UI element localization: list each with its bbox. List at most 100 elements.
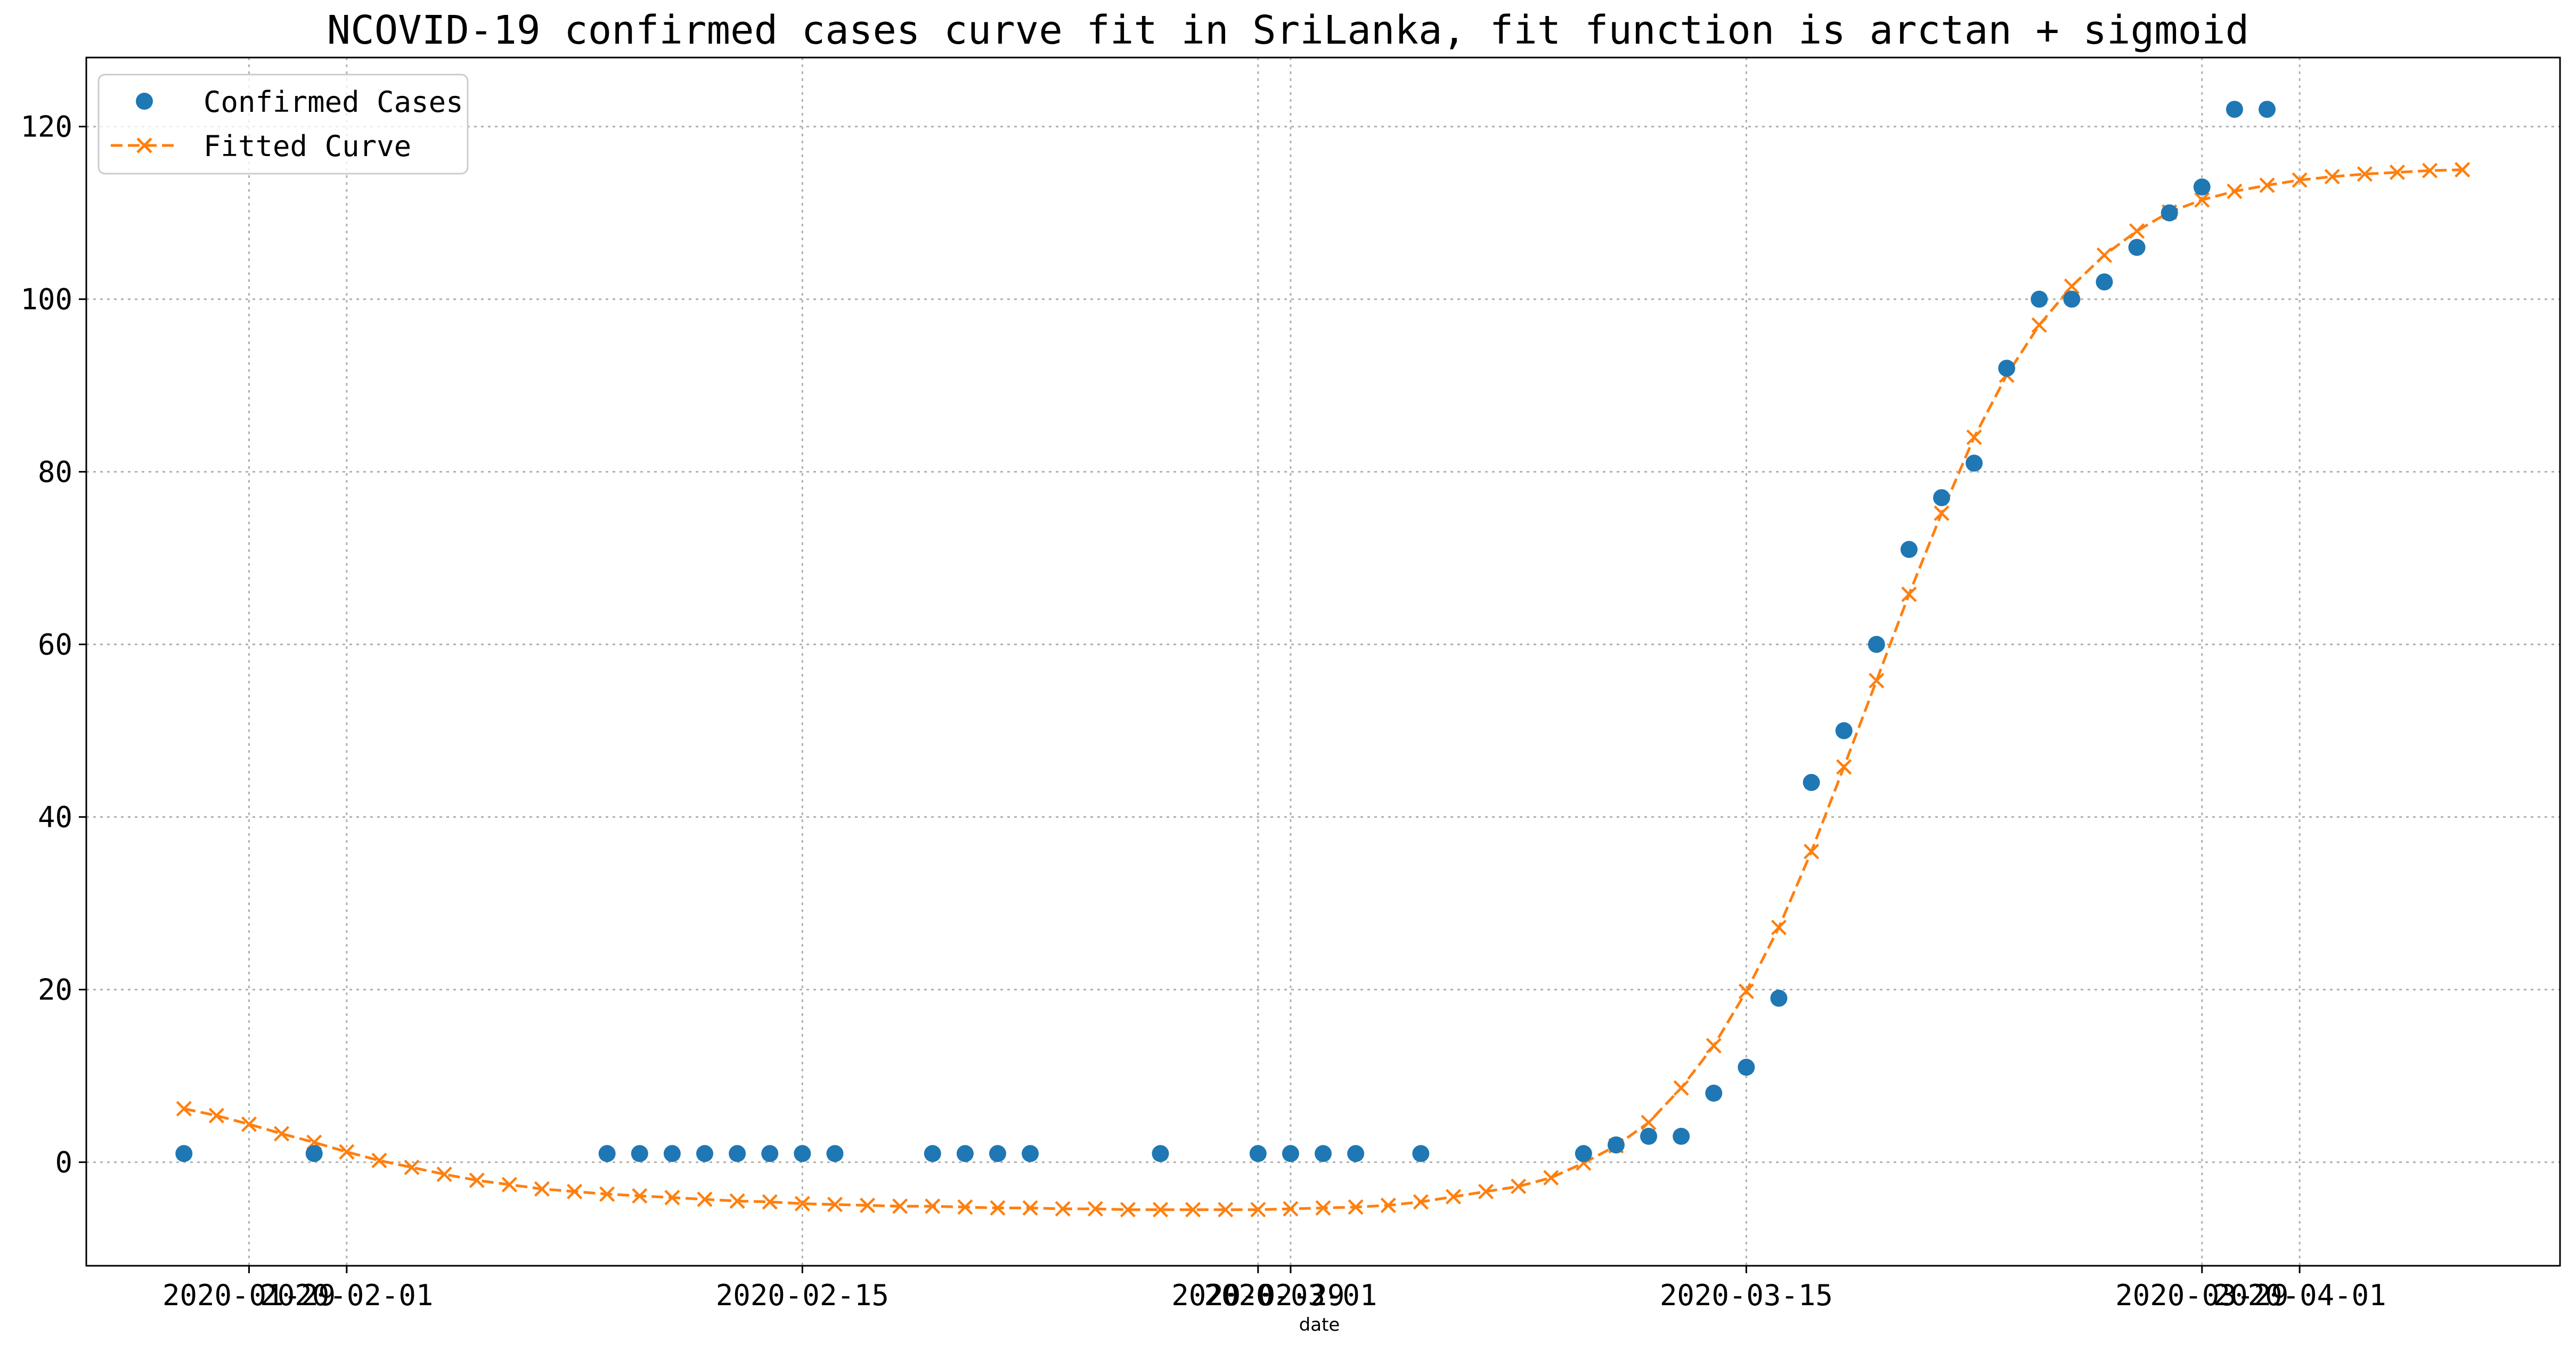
confirmed-case-point (1673, 1128, 1690, 1145)
y-tick-label: 100 (20, 283, 72, 316)
fitted-curve-marker (208, 1108, 225, 1124)
fitted-curve-marker (1250, 1202, 1266, 1218)
fitted-curve-marker (1706, 1038, 1722, 1054)
x-tick-label: 2020-01-29 (162, 1279, 336, 1312)
fitted-curve-marker (1934, 505, 1950, 521)
fitted-curve-marker (1218, 1202, 1234, 1218)
y-tick-label: 120 (20, 110, 72, 144)
legend-label-fitted-curve: Fitted Curve (203, 129, 411, 163)
x-tick-label: 2020-04-01 (2213, 1279, 2386, 1312)
fitted-curve-marker (1738, 983, 1754, 999)
confirmed-case-point (729, 1145, 746, 1162)
fitted-curve-marker (1641, 1114, 1657, 1130)
confirmed-case-point (1738, 1059, 1755, 1076)
x-axis-label: date (1299, 1314, 1340, 1336)
confirmed-case-point (598, 1145, 616, 1162)
confirmed-case-point (1868, 636, 1885, 653)
fitted-curve-marker (534, 1181, 550, 1197)
fitted-curve-marker (2227, 183, 2243, 199)
x-tick-label: 2020-02-15 (716, 1279, 889, 1312)
confirmed-case-point (1282, 1145, 1299, 1162)
fitted-curve-marker (241, 1116, 257, 1132)
fitted-curve-marker (599, 1186, 615, 1202)
confirmed-case-point (696, 1145, 713, 1162)
confirmed-case-point (175, 1145, 193, 1162)
fitted-curve-marker (566, 1184, 583, 1200)
fitted-curve-marker (1445, 1189, 1462, 1204)
fitted-curve-marker (1771, 919, 1787, 935)
y-tick-label: 60 (38, 628, 72, 662)
legend-label-confirmed-cases: Confirmed Cases (203, 85, 463, 119)
confirmed-case-point (1803, 774, 1820, 791)
legend-item-fitted-curve: Fitted Curve (111, 129, 411, 163)
fitted-curve-marker (1380, 1198, 1396, 1214)
fitted-curve-marker (664, 1190, 680, 1206)
confirmed-case-point (989, 1145, 1006, 1162)
x-tick-label: 2020-03-15 (1660, 1279, 1833, 1312)
fitted-curve-marker (1087, 1201, 1103, 1217)
fitted-curve-marker (2129, 223, 2145, 239)
confirmed-case-point (1705, 1085, 1723, 1102)
confirmed-case-point (2226, 101, 2243, 118)
x-tick-label: 2020-02-29 (1171, 1279, 1344, 1312)
fitted-curve-marker (827, 1197, 843, 1212)
confirmed-case-point (2128, 239, 2146, 256)
confirmed-case-point (1933, 489, 1950, 507)
fitted-curve-marker (176, 1101, 192, 1117)
x-tick-label: 2020-03-29 (2115, 1279, 2288, 1312)
fitted-curve-marker (2031, 317, 2047, 333)
confirmed-case-point (663, 1145, 681, 1162)
fitted-curve-marker (1283, 1201, 1299, 1217)
fitted-curve-marker (729, 1193, 745, 1209)
confirmed-case-point (1347, 1145, 1365, 1162)
fitted-curve-marker (1055, 1201, 1071, 1217)
grid-lines (86, 58, 2560, 1266)
legend-box (97, 74, 469, 175)
fitted-curve-marker (859, 1198, 876, 1214)
x-tick-label: 2020-02-01 (260, 1279, 433, 1312)
fitted-curve-marker (794, 1195, 810, 1211)
x-tick-label: 2020-03-01 (1204, 1279, 1377, 1312)
fitted-curve-marker (1185, 1202, 1201, 1218)
confirmed-case-point (956, 1145, 974, 1162)
fitted-curve-marker (2064, 278, 2080, 294)
fitted-curve-marker (1836, 759, 1852, 775)
fitted-curve-marker (404, 1159, 420, 1175)
y-tick-label: 0 (55, 1146, 72, 1179)
confirmed-case-point (1770, 989, 1788, 1007)
fitted-curve-marker (2324, 168, 2340, 185)
confirmed-case-point (1249, 1145, 1267, 1162)
confirmed-case-point (1575, 1145, 1592, 1162)
fitted-curve-marker (762, 1194, 778, 1210)
y-axis-ticks: 0 20 40 60 80 100 120 (20, 110, 86, 1179)
confirmed-case-point (2031, 290, 2048, 308)
confirmed-cases-layer (175, 101, 2276, 1162)
fitted-curve-marker (1120, 1202, 1136, 1218)
confirmed-case-point (1607, 1136, 1625, 1154)
fitted-curve-marker (632, 1188, 648, 1204)
fitted-curve-marker (339, 1144, 355, 1160)
fitted-curve-marker (2194, 192, 2210, 208)
fitted-curve-marker (501, 1177, 517, 1193)
fitted-curve-marker (1543, 1170, 1559, 1186)
legend-marker-dot-icon (136, 93, 153, 110)
fitted-curve-marker (957, 1199, 973, 1215)
confirmed-case-point (2161, 204, 2178, 222)
fitted-curve-marker (1869, 673, 1885, 689)
confirmed-case-point (1640, 1128, 1658, 1145)
fitted-curve-marker (2096, 247, 2113, 263)
confirmed-case-point (761, 1145, 779, 1162)
fitted-curve-marker (990, 1200, 1006, 1216)
fitted-curve-marker (371, 1152, 387, 1168)
confirmed-case-point (1966, 454, 1983, 472)
fitted-curve-marker (1901, 587, 1917, 603)
fitted-curve-marker (892, 1198, 908, 1214)
confirmed-case-point (1315, 1145, 1332, 1162)
fitted-curve-marker (1966, 429, 1982, 445)
chart-title: NCOVID-19 confirmed cases curve fit in S… (327, 7, 2249, 53)
axes-frame (85, 56, 2561, 1267)
y-tick-label: 20 (38, 973, 72, 1007)
confirmed-case-point (2063, 290, 2081, 308)
fitted-curve-marker (1152, 1202, 1169, 1218)
